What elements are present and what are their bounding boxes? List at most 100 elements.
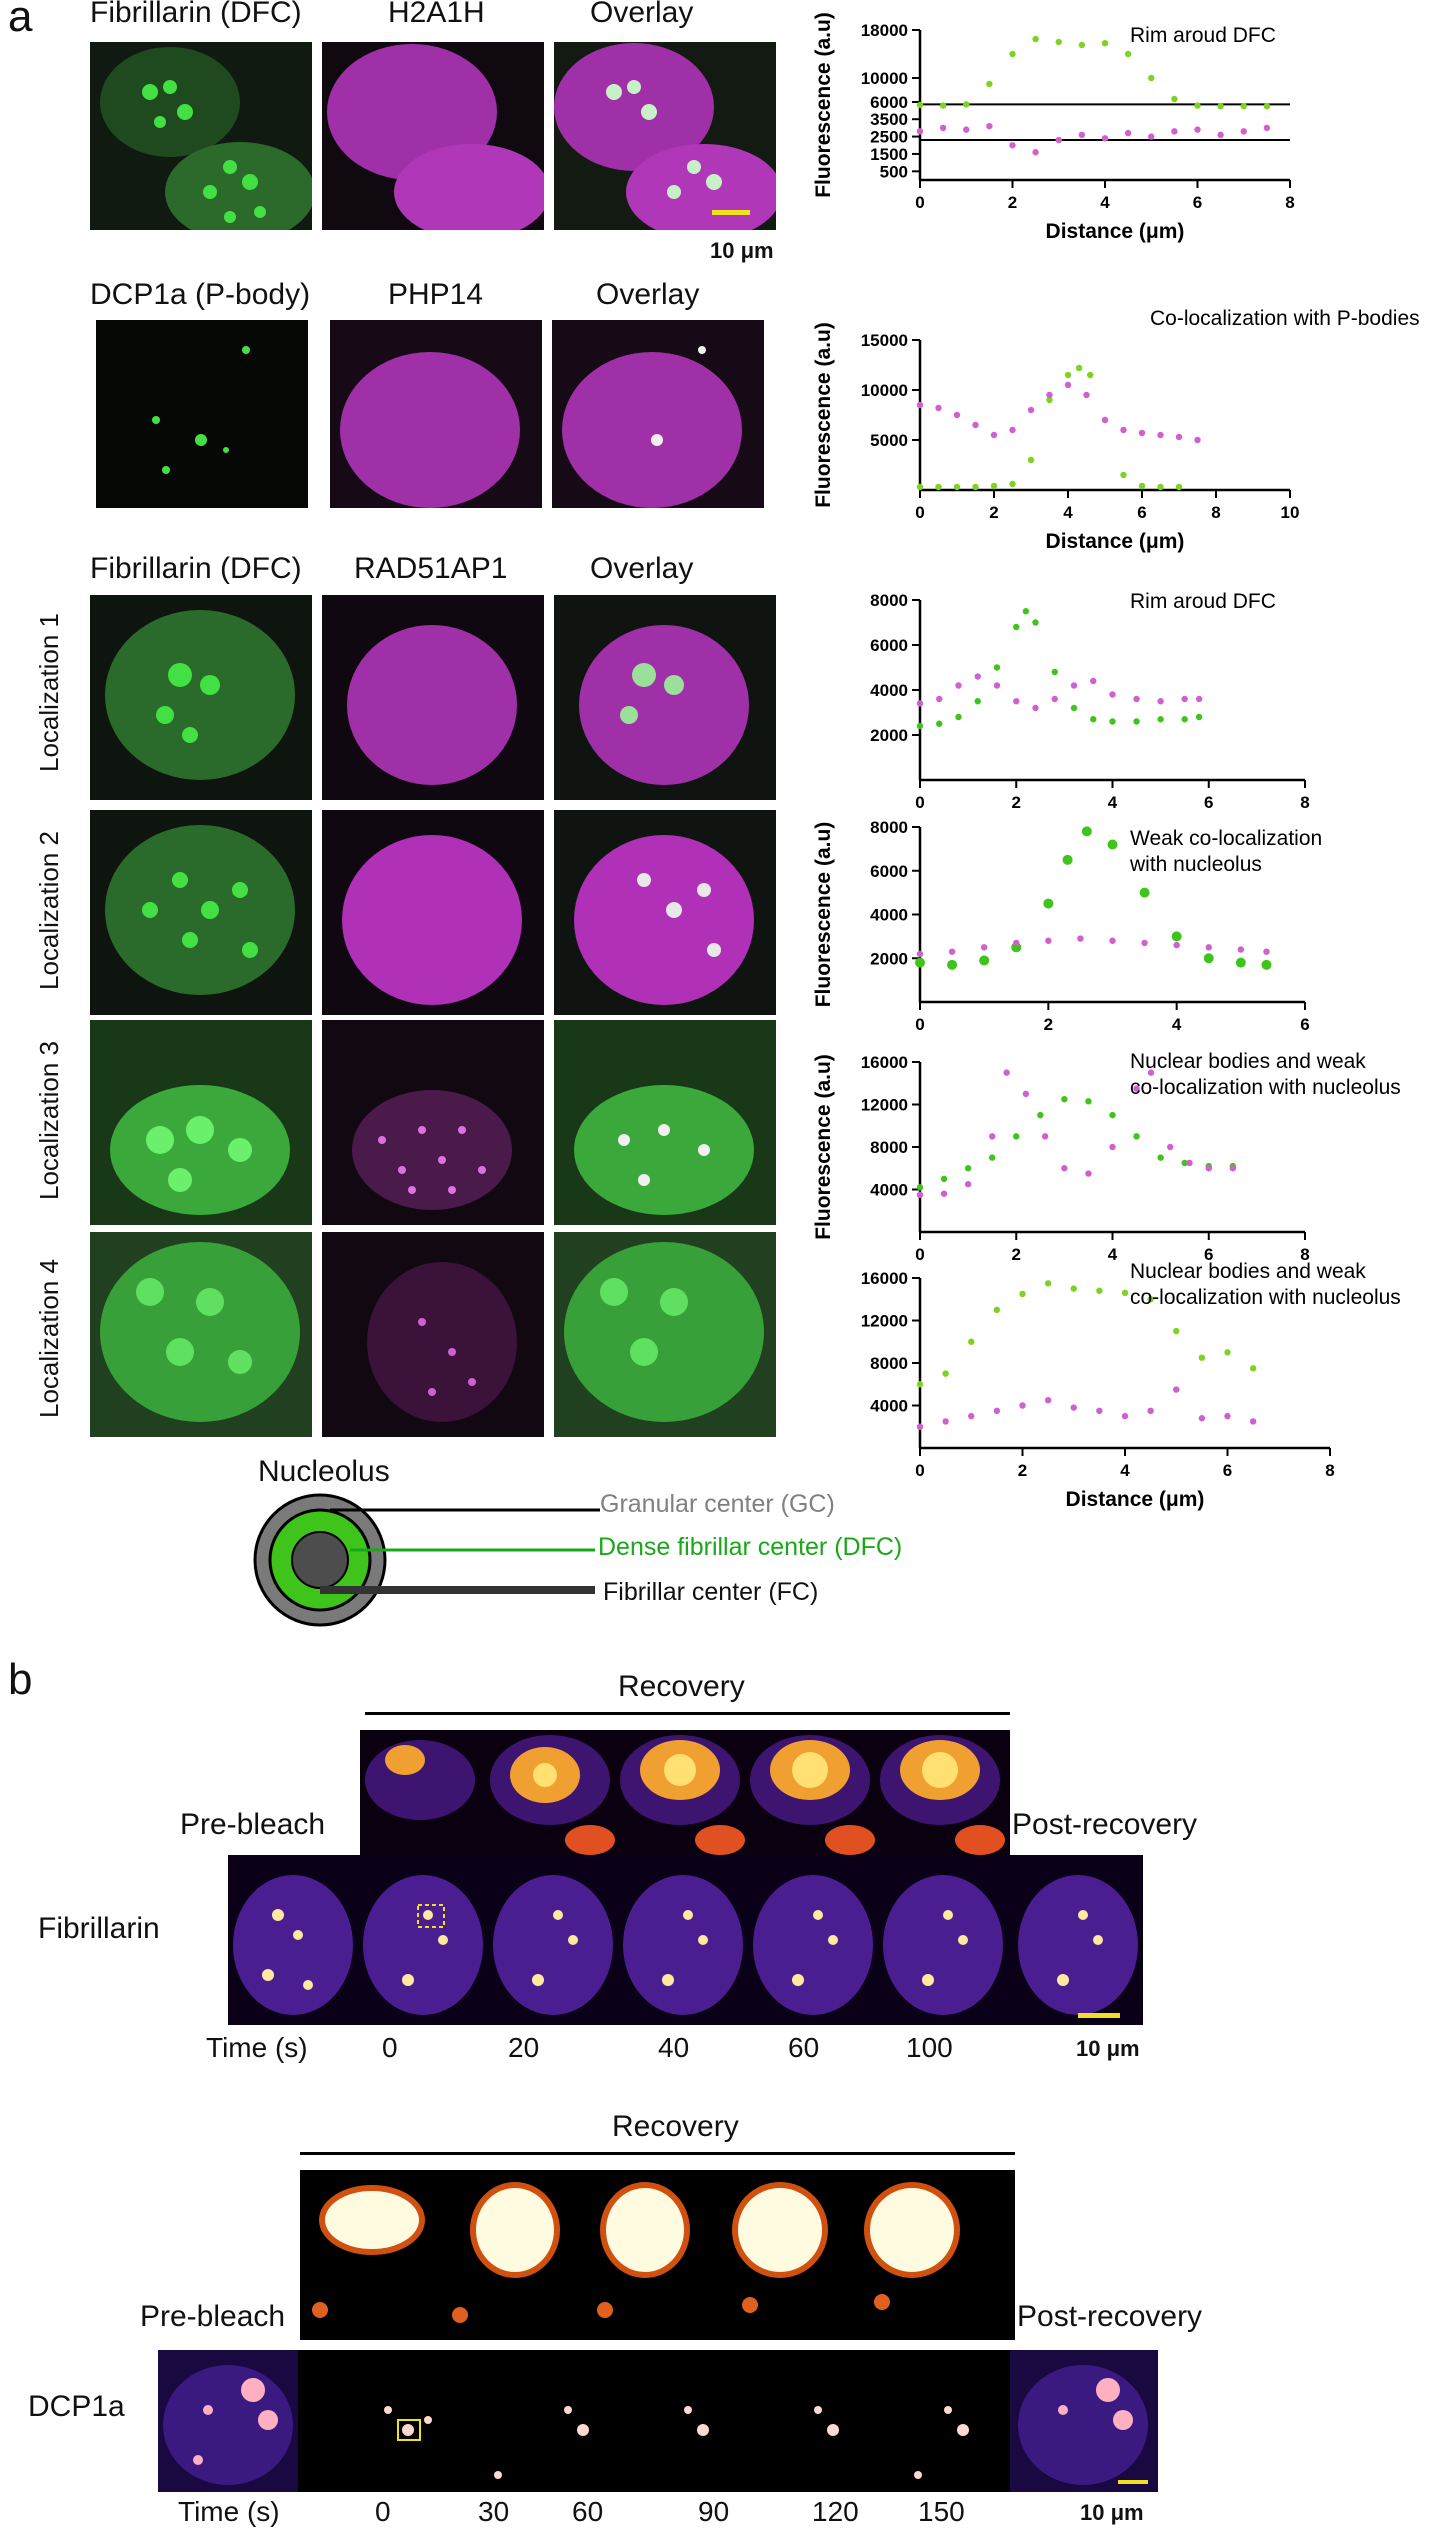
data-point xyxy=(1139,887,1150,898)
data-point xyxy=(1064,371,1072,379)
data-point xyxy=(940,1190,948,1197)
data-point xyxy=(1263,124,1271,132)
data-point xyxy=(1070,1285,1077,1292)
data-point xyxy=(1013,939,1020,947)
data-point xyxy=(1175,433,1183,441)
data-point xyxy=(1096,1407,1103,1415)
data-point xyxy=(1249,1418,1257,1425)
data-point xyxy=(1263,948,1270,955)
row3-header-2: RAD51AP1 xyxy=(354,552,508,585)
data-point xyxy=(1090,677,1097,685)
y-tick-label: 2000 xyxy=(870,726,908,745)
chart-rim-dfc-2: 0 2 4 6 8 2000 4000 6000 8000 Rim aroud DFC xyxy=(870,590,1310,812)
y-tick-label: 8000 xyxy=(870,1354,908,1373)
micro-h2a1h xyxy=(322,42,544,230)
data-point xyxy=(968,1338,975,1345)
chart-title: Co-localization with P-bodies xyxy=(1150,307,1420,330)
nucleolus-diagram xyxy=(253,1493,600,1627)
b2-time-4: 120 xyxy=(812,2496,859,2527)
y-tick-label: 12000 xyxy=(861,1312,908,1331)
data-point xyxy=(948,948,956,955)
y-tick-label: 6000 xyxy=(870,636,908,655)
data-point xyxy=(1013,623,1020,631)
data-point xyxy=(1157,483,1164,491)
data-point xyxy=(1240,128,1247,135)
data-point xyxy=(1083,391,1090,399)
b2-time-label: Time (s) xyxy=(178,2496,280,2527)
data-point xyxy=(1224,1349,1231,1356)
data-point xyxy=(963,101,970,108)
data-point xyxy=(1009,142,1016,149)
x-tick-label: 2 xyxy=(1008,193,1017,212)
data-point xyxy=(1078,41,1086,49)
data-point xyxy=(1101,40,1109,47)
data-point xyxy=(1044,1396,1052,1404)
data-point xyxy=(935,483,942,491)
x-tick-label: 6 xyxy=(1204,793,1213,812)
data-point xyxy=(1013,1133,1020,1140)
data-point xyxy=(1217,103,1224,110)
data-point xyxy=(1198,1354,1206,1361)
row1-header-1: Fibrillarin (DFC) xyxy=(90,0,302,29)
micro-overlay-1 xyxy=(554,42,776,230)
x-tick-label: 2 xyxy=(1018,1461,1027,1480)
data-point xyxy=(1075,364,1083,372)
micro-php14 xyxy=(330,320,542,508)
panel-letter-a: a xyxy=(8,0,33,41)
b2-time-2: 60 xyxy=(572,2496,604,2527)
b1-zoom-strip xyxy=(360,1730,1010,1855)
x-tick-label: 8 xyxy=(1285,193,1294,212)
data-point xyxy=(993,1306,1001,1314)
data-point xyxy=(1195,695,1203,703)
data-point xyxy=(1101,135,1109,142)
chart-nuclear-bodies-2: 0 2 4 6 8 4000 8000 12000 16000 Nuclear bodies an… xyxy=(861,1260,1401,1511)
data-point xyxy=(986,80,993,88)
micro-overlay-2 xyxy=(552,320,764,508)
b2-zoom-strip xyxy=(300,2170,1015,2340)
data-point xyxy=(1109,718,1116,725)
b1-pre-label: Pre-bleach xyxy=(180,1808,326,1841)
data-point xyxy=(1019,1290,1026,1298)
y-tick-label: 6000 xyxy=(870,862,908,881)
data-point xyxy=(1181,716,1188,723)
x-axis-label: Distance (μm) xyxy=(1046,530,1185,553)
data-point xyxy=(1041,1133,1049,1140)
data-point xyxy=(1109,691,1116,698)
data-point xyxy=(1186,1159,1193,1167)
micro-loc1-overlay xyxy=(554,595,776,800)
data-point xyxy=(1037,1111,1044,1119)
data-point xyxy=(993,682,1001,689)
data-point xyxy=(1009,480,1016,488)
chart-title: Nuclear bodies and weak co-localization w… xyxy=(1130,1260,1401,1309)
data-point xyxy=(1061,1095,1068,1103)
data-point xyxy=(1090,716,1097,723)
b1-time-0: 0 xyxy=(382,2032,398,2063)
b2-time-1: 30 xyxy=(478,2496,510,2527)
data-point xyxy=(1173,1386,1180,1393)
data-point xyxy=(1046,396,1053,404)
x-tick-label: 2 xyxy=(1012,1245,1021,1264)
data-point xyxy=(1061,1165,1068,1172)
data-point xyxy=(1077,935,1084,942)
y-tick-label: 6000 xyxy=(870,93,908,112)
data-point xyxy=(1051,668,1058,676)
data-point xyxy=(1085,1170,1092,1177)
diagram-dfc-label: Dense fibrillar center (DFC) xyxy=(598,1533,903,1561)
y-tick-label: 16000 xyxy=(861,1053,908,1072)
data-point xyxy=(972,421,979,429)
diagram-gc-label: Granular center (GC) xyxy=(600,1490,835,1518)
y-axis-label: Fluorescence (a.u) xyxy=(812,12,835,198)
data-point xyxy=(915,957,925,968)
data-point xyxy=(1055,38,1062,46)
micro-loc3-fib xyxy=(90,1020,312,1225)
b2-time-5: 150 xyxy=(918,2496,965,2527)
data-point xyxy=(1157,1154,1164,1161)
x-tick-label: 2 xyxy=(989,503,998,522)
data-point xyxy=(1133,1133,1140,1140)
micro-loc2-rad xyxy=(322,810,544,1015)
b1-time-2: 40 xyxy=(658,2032,690,2063)
b1-scale-label: 10 μm xyxy=(1076,2036,1140,2061)
y-tick-label: 4000 xyxy=(870,1397,908,1416)
micro-fibrillarin-h2a1h xyxy=(90,42,312,230)
micro-loc4-fib xyxy=(90,1232,312,1437)
